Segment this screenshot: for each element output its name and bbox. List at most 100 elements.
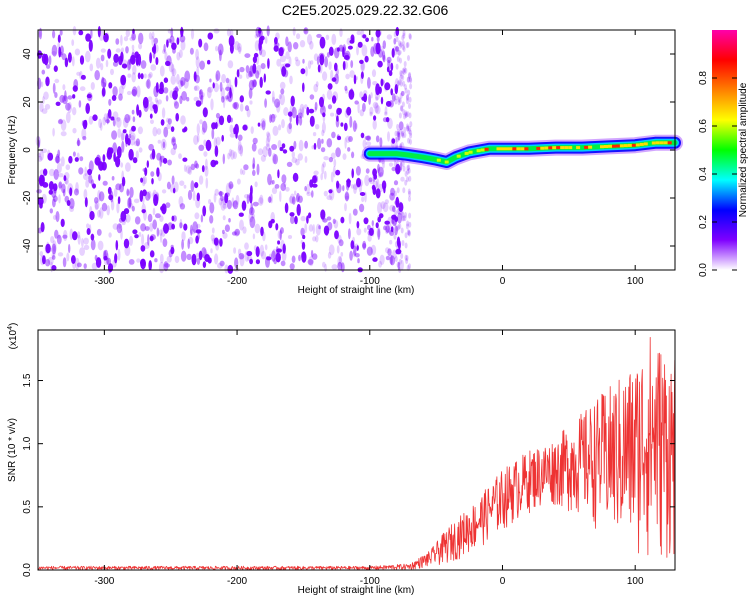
noise-cell xyxy=(345,135,351,143)
noise-cell xyxy=(317,64,321,73)
noise-cell xyxy=(228,181,234,190)
noise-cell xyxy=(131,205,135,212)
noise-cell xyxy=(84,166,87,177)
noise-cell xyxy=(211,237,218,245)
noise-cell xyxy=(371,225,375,237)
noise-cell xyxy=(165,202,171,209)
noise-cell xyxy=(334,230,339,240)
noise-cell xyxy=(348,136,353,142)
noise-cell xyxy=(270,218,275,224)
noise-cell xyxy=(347,147,351,152)
noise-cell xyxy=(342,185,345,192)
noise-cell xyxy=(194,85,200,91)
noise-cell xyxy=(110,116,115,121)
noise-cell xyxy=(402,32,406,39)
noise-cell xyxy=(356,221,360,229)
noise-cell xyxy=(215,242,220,251)
noise-cell xyxy=(102,180,108,186)
noise-cell xyxy=(121,47,124,53)
noise-cell xyxy=(157,139,161,144)
noise-cell xyxy=(289,104,295,114)
noise-cell xyxy=(294,56,299,62)
noise-cell xyxy=(239,103,244,112)
noise-cell xyxy=(141,233,145,246)
noise-cell xyxy=(393,180,399,186)
noise-cell xyxy=(221,134,224,142)
noise-cell xyxy=(269,114,272,123)
signal-hot-cell xyxy=(576,146,581,150)
signal-hot-cell xyxy=(556,146,561,150)
noise-cell xyxy=(152,189,157,202)
noise-cell xyxy=(147,73,152,80)
noise-cell xyxy=(156,128,162,135)
noise-cell xyxy=(105,119,111,124)
noise-cell xyxy=(291,106,297,119)
noise-cell xyxy=(198,175,204,185)
noise-cell xyxy=(316,56,320,66)
noise-cell xyxy=(378,172,382,178)
signal-hot-cell xyxy=(560,146,565,150)
noise-cell xyxy=(360,29,365,38)
noise-cell xyxy=(225,86,231,92)
noise-cell xyxy=(399,70,403,77)
signal-hot-cell xyxy=(659,141,664,145)
noise-cell xyxy=(237,144,244,155)
noise-cell xyxy=(37,227,43,234)
noise-cell xyxy=(58,46,62,58)
noise-cell xyxy=(399,92,403,99)
noise-cell xyxy=(300,239,303,245)
noise-cell xyxy=(398,112,402,119)
noise-cell xyxy=(227,60,234,69)
noise-cell xyxy=(199,94,205,101)
noise-cell xyxy=(174,255,180,264)
noise-cell xyxy=(62,84,66,91)
noise-cell xyxy=(322,161,326,168)
noise-cell xyxy=(108,264,112,274)
noise-cell xyxy=(409,83,413,90)
noise-cell xyxy=(213,28,220,34)
noise-cell xyxy=(229,124,234,134)
spectrogram-noise-region xyxy=(35,25,413,274)
noise-cell xyxy=(179,203,186,210)
noise-cell xyxy=(289,263,295,270)
noise-cell xyxy=(351,151,355,159)
noise-cell xyxy=(217,43,224,56)
noise-cell xyxy=(75,182,79,193)
noise-cell xyxy=(106,257,112,265)
noise-cell xyxy=(112,61,119,67)
signal-hot-cell xyxy=(504,147,509,151)
noise-cell xyxy=(43,53,49,66)
noise-cell xyxy=(408,76,412,82)
noise-cell xyxy=(252,201,259,207)
noise-cell xyxy=(141,209,146,214)
noise-cell xyxy=(191,253,197,266)
noise-cell xyxy=(174,86,179,94)
noise-cell xyxy=(86,223,90,229)
snr-y-tick-label: 1.0 xyxy=(22,436,33,450)
noise-cell xyxy=(388,100,394,108)
noise-cell xyxy=(356,245,359,251)
noise-cell xyxy=(278,124,282,131)
noise-cell xyxy=(288,196,294,204)
noise-cell xyxy=(71,255,76,264)
noise-cell xyxy=(291,157,298,163)
noise-cell xyxy=(300,68,306,75)
noise-cell xyxy=(67,183,74,195)
noise-cell xyxy=(120,210,127,222)
noise-cell xyxy=(180,80,184,87)
noise-cell xyxy=(180,26,184,38)
noise-cell xyxy=(160,138,167,151)
noise-cell xyxy=(68,243,71,254)
noise-cell xyxy=(328,46,334,56)
noise-cell xyxy=(379,137,383,148)
noise-cell xyxy=(162,49,167,55)
noise-cell xyxy=(350,240,355,250)
noise-cell xyxy=(400,253,404,259)
noise-cell xyxy=(350,184,354,189)
noise-cell xyxy=(124,245,131,257)
noise-cell xyxy=(201,165,205,173)
noise-cell xyxy=(107,186,112,195)
noise-cell xyxy=(354,100,359,105)
noise-cell xyxy=(275,32,280,40)
